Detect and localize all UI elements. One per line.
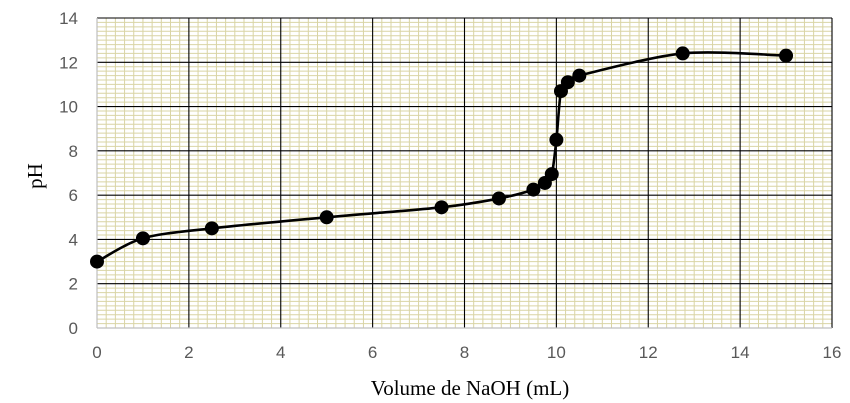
y-tick-label: 14 xyxy=(59,9,78,28)
data-point xyxy=(572,68,587,83)
data-point xyxy=(204,221,219,236)
data-point xyxy=(544,167,559,182)
y-tick-label: 10 xyxy=(59,98,78,117)
y-axis-tick-labels: 0 2 4 6 8 10 12 14 xyxy=(59,9,78,338)
x-axis-tick-labels: 0 2 4 6 8 10 12 14 16 xyxy=(92,343,841,362)
data-point xyxy=(434,200,449,215)
data-point xyxy=(779,48,794,63)
x-tick-label: 14 xyxy=(731,343,750,362)
data-point xyxy=(491,191,506,206)
data-point xyxy=(526,182,541,197)
major-grid xyxy=(97,17,833,328)
y-tick-label: 12 xyxy=(59,53,78,72)
axes xyxy=(96,18,832,329)
y-tick-label: 6 xyxy=(69,186,78,205)
data-point xyxy=(135,231,150,246)
y-tick-label: 4 xyxy=(69,230,78,249)
data-point xyxy=(549,132,564,147)
x-tick-label: 16 xyxy=(823,343,842,362)
data-point xyxy=(675,46,690,61)
x-axis-title: Volume de NaOH (mL) xyxy=(371,376,570,400)
y-tick-label: 0 xyxy=(69,319,78,338)
x-tick-label: 2 xyxy=(184,343,193,362)
data-points xyxy=(90,46,794,269)
data-point xyxy=(560,75,575,90)
x-tick-label: 12 xyxy=(639,343,658,362)
x-tick-label: 4 xyxy=(276,343,285,362)
x-tick-label: 0 xyxy=(92,343,101,362)
y-axis-title: pH xyxy=(23,163,47,189)
x-tick-label: 8 xyxy=(460,343,469,362)
x-tick-label: 10 xyxy=(547,343,566,362)
data-point xyxy=(90,254,104,269)
y-tick-label: 8 xyxy=(69,142,78,161)
x-tick-label: 6 xyxy=(368,343,377,362)
y-tick-label: 2 xyxy=(69,275,78,294)
data-point xyxy=(319,210,334,225)
